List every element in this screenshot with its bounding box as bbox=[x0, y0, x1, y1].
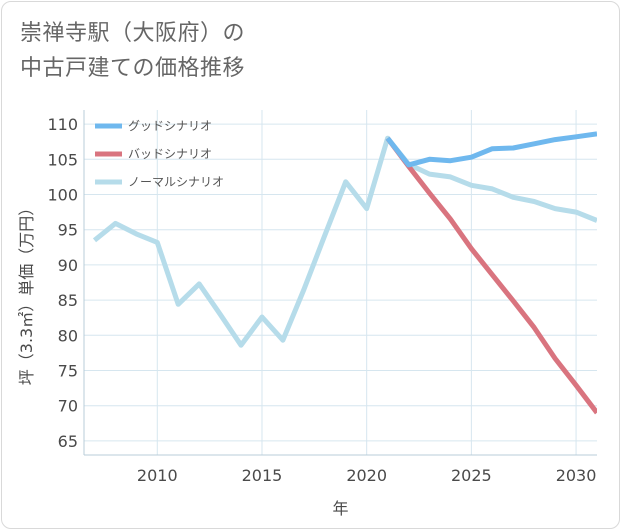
good-scenario-line bbox=[385, 131, 597, 168]
normal-scenario-line bbox=[92, 135, 597, 348]
y-axis-label: 坪（3.3㎡）単価（万円） bbox=[17, 200, 36, 385]
bad-scenario-line bbox=[385, 136, 597, 415]
y-tick-label: 80 bbox=[58, 326, 78, 345]
legend-label: グッドシナリオ bbox=[128, 119, 212, 133]
x-tick-label: 2010 bbox=[137, 466, 178, 485]
y-tick-label: 70 bbox=[58, 397, 78, 416]
chart-title-line2: 中古戸建ての価格推移 bbox=[20, 56, 246, 81]
x-tick-label: 2015 bbox=[242, 466, 283, 485]
legend-bad: バッドシナリオ bbox=[95, 147, 212, 161]
chart-title: 崇禅寺駅（大阪府）の 中古戸建ての価格推移 bbox=[20, 16, 580, 86]
legend-good: グッドシナリオ bbox=[95, 119, 212, 133]
y-tick-label: 95 bbox=[58, 221, 78, 240]
y-tick-label: 65 bbox=[58, 432, 78, 451]
legend-normal: ノーマルシナリオ bbox=[95, 175, 224, 189]
y-tick-label: 105 bbox=[47, 150, 78, 169]
y-tick-label: 75 bbox=[58, 362, 78, 381]
y-tick-label: 85 bbox=[58, 291, 78, 310]
axes bbox=[83, 110, 597, 456]
x-tick-label: 2030 bbox=[556, 466, 597, 485]
y-tick-label: 110 bbox=[47, 115, 78, 134]
tick-labels: 65 70 75 80 85 90 95 100 105 110 2010 2015 2020 2025 2… bbox=[47, 115, 596, 485]
grid-lines bbox=[84, 110, 597, 455]
y-tick-label: 90 bbox=[58, 256, 78, 275]
legend-label: ノーマルシナリオ bbox=[128, 175, 224, 189]
x-tick-label: 2020 bbox=[346, 466, 387, 485]
legend-label: バッドシナリオ bbox=[128, 147, 212, 161]
x-tick-label: 2025 bbox=[451, 466, 492, 485]
series-lines bbox=[92, 131, 597, 415]
chart-title-line1: 崇禅寺駅（大阪府）の bbox=[20, 21, 246, 46]
y-tick-label: 100 bbox=[47, 185, 78, 204]
x-axis-label: 年 bbox=[332, 499, 348, 518]
